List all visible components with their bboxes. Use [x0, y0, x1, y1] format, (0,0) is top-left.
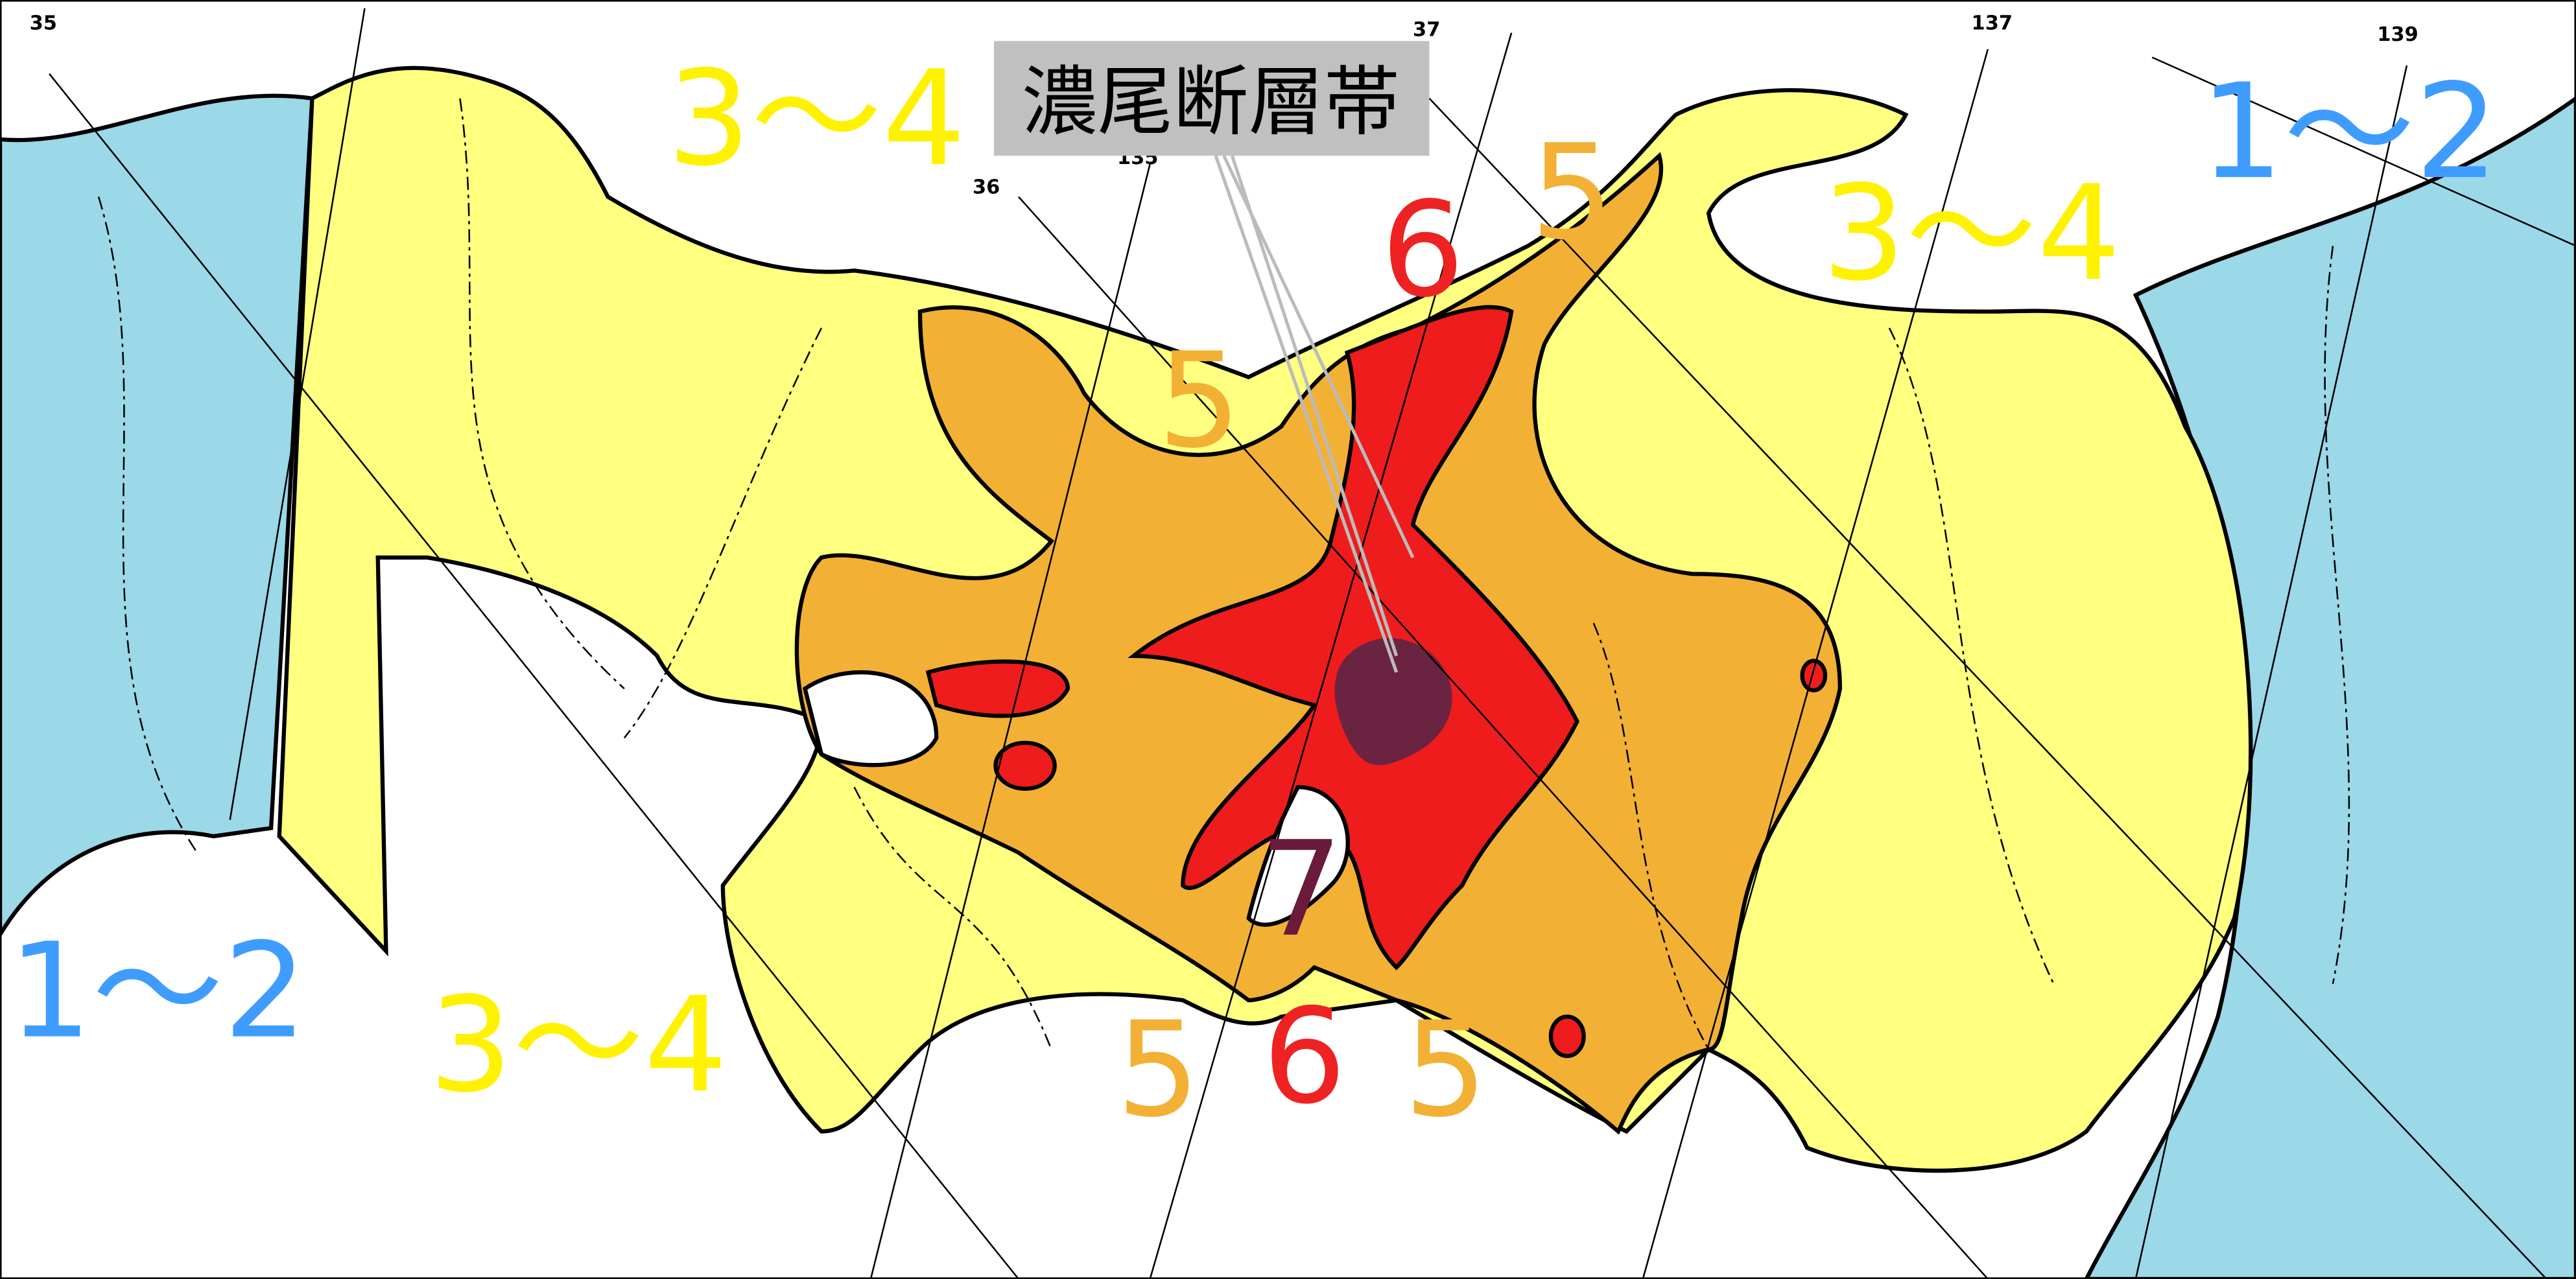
- intensity-label-northeast-3-4: 3～4: [1822, 157, 2121, 310]
- intensity-label-south-6: 6: [1262, 980, 1346, 1133]
- intensity-label-south-5-right: 5: [1404, 993, 1487, 1146]
- bay: [802, 670, 939, 768]
- prefecture-border: [2324, 246, 2350, 984]
- lon-label-139: 139: [2377, 23, 2418, 46]
- region-intensity-6-small: [993, 740, 1057, 791]
- region-intensity-6-west: [925, 659, 1070, 718]
- fault-callout-box: [993, 41, 1430, 156]
- lat-label-35: 35: [30, 12, 57, 35]
- intensity-label-northeast-5: 5: [1530, 116, 1614, 269]
- callout-leader: [1214, 155, 1415, 673]
- region-intensity-7: [1334, 638, 1452, 766]
- intensity-label-north-5: 5: [1157, 324, 1241, 477]
- intensity-label-east-1-2: 1～2: [2200, 55, 2499, 208]
- region-intensity-6: [1128, 305, 1579, 970]
- intensity-label-west-1-2: 1～2: [8, 915, 307, 1068]
- lon-label-137: 137: [1972, 12, 2013, 35]
- graticule: [49, 8, 2576, 1279]
- prefecture-border: [1592, 622, 1710, 1050]
- region-intensity-6-south: [1548, 1015, 1586, 1059]
- prefecture-border: [97, 196, 198, 854]
- region-intensity-1-2-west: [0, 93, 314, 939]
- fault-callout-label: 濃尾断層帯: [1022, 58, 1400, 146]
- prefecture-border: [459, 98, 625, 690]
- intensity-label-south-5-left: 5: [1117, 993, 1200, 1146]
- prefecture-border: [853, 786, 1052, 1050]
- prefecture-border: [1888, 327, 2055, 985]
- intensity-label-7: 7: [1259, 813, 1343, 966]
- region-intensity-6-east: [1800, 659, 1828, 693]
- intensity-label-north-6: 6: [1381, 173, 1465, 326]
- lat-label-36: 36: [973, 176, 1000, 199]
- bay: [1246, 784, 1350, 927]
- intensity-label-north-3-4: 3～4: [667, 42, 966, 195]
- intensity-label-south-3-4: 3～4: [429, 968, 728, 1121]
- grid-label-37: 37: [1413, 19, 1440, 41]
